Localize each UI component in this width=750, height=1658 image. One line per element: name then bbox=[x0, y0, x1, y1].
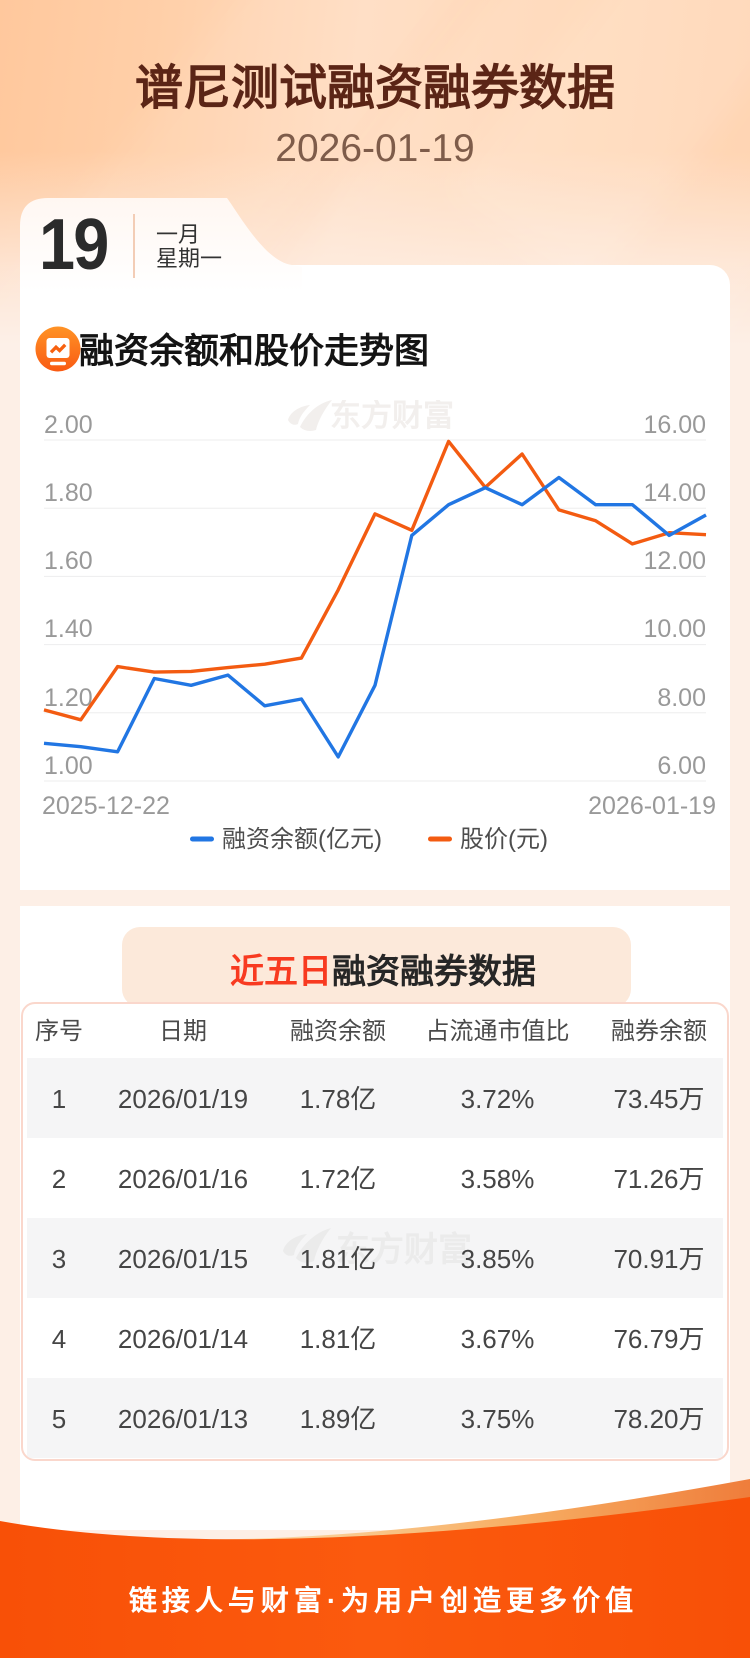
svg-text:3.75%: 3.75% bbox=[461, 1404, 535, 1434]
svg-text:1.81亿: 1.81亿 bbox=[300, 1244, 377, 1274]
svg-text:3.72%: 3.72% bbox=[461, 1084, 535, 1114]
svg-text:1.00: 1.00 bbox=[44, 752, 93, 780]
svg-text:1.20: 1.20 bbox=[44, 684, 93, 712]
svg-text:2025-12-22: 2025-12-22 bbox=[42, 792, 170, 820]
svg-text:2026/01/16: 2026/01/16 bbox=[118, 1164, 248, 1194]
svg-text:2026/01/15: 2026/01/15 bbox=[118, 1244, 248, 1274]
svg-text:8.00: 8.00 bbox=[657, 684, 706, 712]
svg-text:2026/01/13: 2026/01/13 bbox=[118, 1404, 248, 1434]
svg-text:2: 2 bbox=[52, 1164, 66, 1194]
svg-text:5: 5 bbox=[52, 1404, 66, 1434]
svg-text:日期: 日期 bbox=[159, 1018, 207, 1045]
svg-text:16.00: 16.00 bbox=[643, 411, 706, 439]
svg-text:1.40: 1.40 bbox=[44, 615, 93, 643]
svg-text:1.60: 1.60 bbox=[44, 547, 93, 575]
svg-text:2.00: 2.00 bbox=[44, 411, 93, 439]
svg-text:序号: 序号 bbox=[35, 1018, 83, 1045]
svg-text:融券余额: 融券余额 bbox=[611, 1018, 707, 1045]
svg-text:70.91万: 70.91万 bbox=[613, 1244, 704, 1274]
svg-text:4: 4 bbox=[52, 1324, 66, 1354]
svg-text:占流通市值比: 占流通市值比 bbox=[426, 1018, 570, 1045]
svg-text:3.58%: 3.58% bbox=[461, 1164, 535, 1194]
svg-text:73.45万: 73.45万 bbox=[613, 1084, 704, 1114]
svg-text:10.00: 10.00 bbox=[643, 615, 706, 643]
svg-text:3.85%: 3.85% bbox=[461, 1244, 535, 1274]
svg-text:3.67%: 3.67% bbox=[461, 1324, 535, 1354]
svg-text:股价(元): 股价(元) bbox=[460, 826, 548, 853]
svg-text:东方财富: 东方财富 bbox=[336, 1230, 472, 1269]
svg-text:2026-01-19: 2026-01-19 bbox=[588, 792, 716, 820]
svg-text:3: 3 bbox=[52, 1244, 66, 1274]
svg-text:76.79万: 76.79万 bbox=[613, 1324, 704, 1354]
svg-text:1.81亿: 1.81亿 bbox=[300, 1324, 377, 1354]
svg-text:1.89亿: 1.89亿 bbox=[300, 1404, 377, 1434]
svg-text:12.00: 12.00 bbox=[643, 547, 706, 575]
svg-text:6.00: 6.00 bbox=[657, 752, 706, 780]
svg-text:2026/01/14: 2026/01/14 bbox=[118, 1324, 248, 1354]
svg-text:2026/01/19: 2026/01/19 bbox=[118, 1084, 248, 1114]
svg-text:1.78亿: 1.78亿 bbox=[300, 1084, 377, 1114]
svg-text:融资余额: 融资余额 bbox=[290, 1018, 386, 1045]
svg-text:东方财富: 东方财富 bbox=[330, 400, 454, 433]
svg-text:1.80: 1.80 bbox=[44, 479, 93, 507]
svg-text:融资余额(亿元): 融资余额(亿元) bbox=[222, 826, 382, 853]
svg-text:78.20万: 78.20万 bbox=[613, 1404, 704, 1434]
svg-text:14.00: 14.00 bbox=[643, 479, 706, 507]
svg-text:1: 1 bbox=[52, 1084, 66, 1114]
svg-text:1.72亿: 1.72亿 bbox=[300, 1164, 377, 1194]
svg-text:71.26万: 71.26万 bbox=[613, 1164, 704, 1194]
